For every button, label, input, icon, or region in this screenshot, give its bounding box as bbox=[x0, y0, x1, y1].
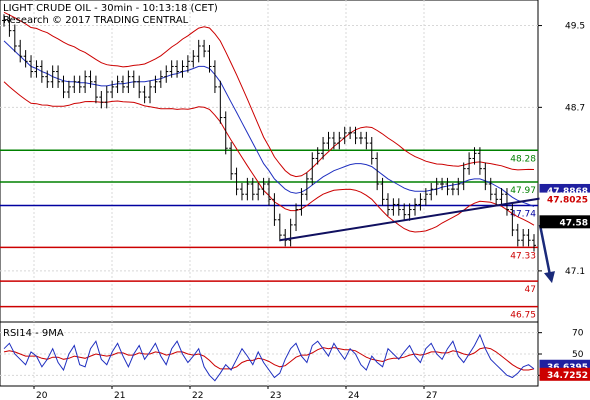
x-tick-label: 22 bbox=[192, 391, 203, 400]
level-label: 47.33 bbox=[510, 251, 536, 261]
rsi-tick-label: 50 bbox=[572, 350, 584, 360]
rsi-line bbox=[3, 333, 535, 382]
level-label: 47.97 bbox=[510, 186, 536, 196]
forecast-arrowhead bbox=[544, 271, 555, 284]
grid bbox=[0, 0, 538, 386]
trend-line bbox=[279, 196, 549, 242]
x-tick-label: 20 bbox=[36, 391, 48, 400]
chart-subtitle: Research © 2017 TRADING CENTRAL bbox=[3, 15, 189, 26]
price-tag-label: 47.8868 bbox=[547, 187, 588, 197]
chart-title: LIGHT CRUDE OIL - 30min - 10:13:18 (CET) bbox=[3, 3, 218, 14]
price-tag-box bbox=[539, 192, 590, 206]
price-tag-label: 36.6395 bbox=[547, 363, 588, 373]
price-tick-label: 49.5 bbox=[565, 22, 585, 32]
forecast-arrow bbox=[538, 224, 552, 276]
upper-band-line bbox=[3, 11, 535, 178]
x-tick-label: 23 bbox=[270, 391, 281, 400]
x-tick-label: 27 bbox=[426, 391, 437, 400]
level-lines: 48.28 47.97 47.74 47.33 47 46.75 bbox=[0, 149, 538, 321]
price-tick-label: 48.7 bbox=[565, 103, 585, 113]
price-tag-box bbox=[539, 367, 590, 381]
price-tag-label: 34.7252 bbox=[547, 371, 588, 381]
price-tag-label: 47.8025 bbox=[547, 196, 588, 206]
x-tick-label: 24 bbox=[348, 391, 360, 400]
x-tick-label: 21 bbox=[114, 391, 125, 400]
level-label: 46.75 bbox=[510, 311, 536, 321]
price-tag-box bbox=[539, 215, 590, 229]
rsi-series bbox=[3, 333, 535, 382]
price-series bbox=[2, 11, 555, 284]
level-label: 47 bbox=[525, 285, 536, 295]
rsi-tick-label: 70 bbox=[572, 329, 584, 339]
price-panel bbox=[0, 0, 539, 323]
level-label: 48.28 bbox=[510, 154, 536, 164]
rsi-title: RSI14 - 9MA bbox=[3, 328, 64, 339]
price-tag-label: 47.58 bbox=[560, 218, 588, 228]
moving-average-line bbox=[3, 40, 535, 207]
price-tick-label: 47.1 bbox=[565, 267, 585, 277]
level-label: 47.74 bbox=[510, 209, 536, 219]
